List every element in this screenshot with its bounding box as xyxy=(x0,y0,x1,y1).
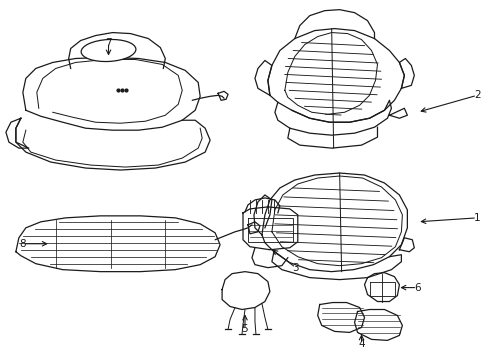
Text: 7: 7 xyxy=(105,37,112,48)
Text: 8: 8 xyxy=(20,239,26,249)
Ellipse shape xyxy=(81,40,136,62)
Text: 6: 6 xyxy=(413,283,420,293)
Text: 1: 1 xyxy=(473,213,479,223)
Text: 5: 5 xyxy=(241,324,248,334)
Text: 2: 2 xyxy=(473,90,479,100)
Text: 3: 3 xyxy=(292,263,299,273)
Text: 4: 4 xyxy=(358,339,364,349)
